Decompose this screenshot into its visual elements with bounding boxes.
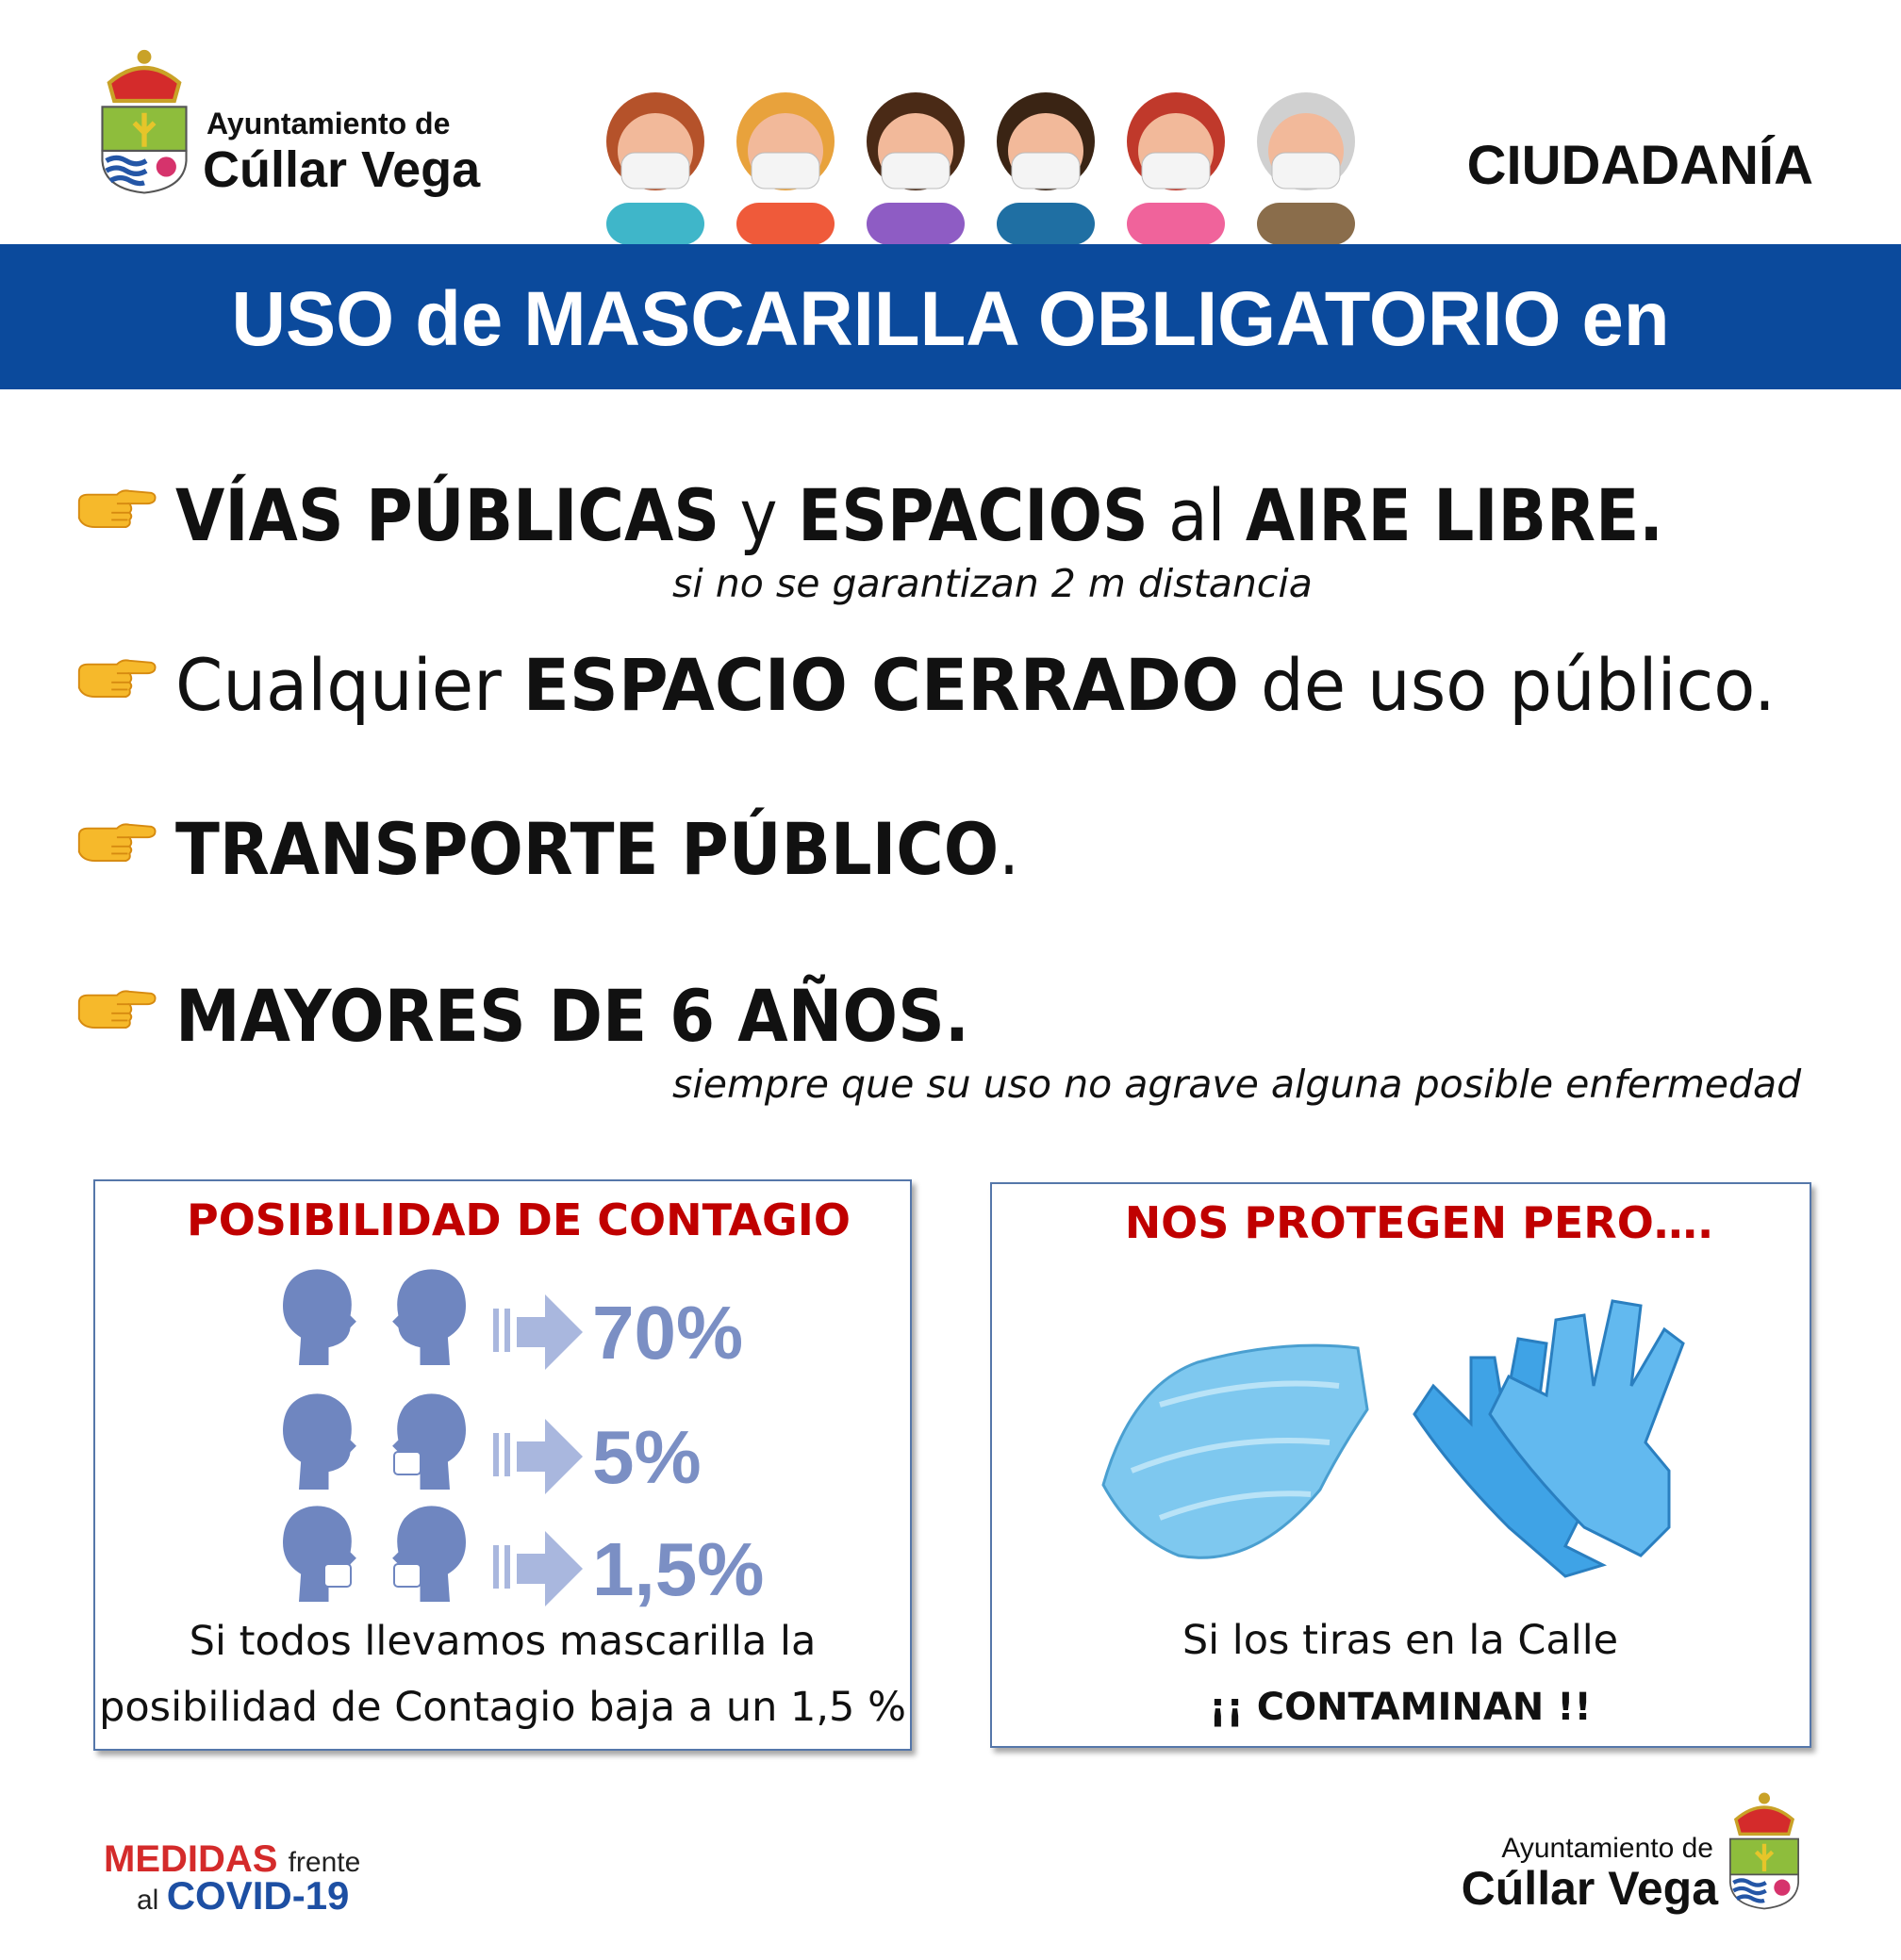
arrow (493, 1419, 583, 1494)
box-title: NOS PROTEGEN PERO…. (1125, 1197, 1714, 1248)
pointing-hand (77, 990, 157, 1029)
gloves-illustration (1413, 1299, 1685, 1578)
rule-line: MAYORES DE 6 AÑOS. (175, 974, 969, 1058)
mask-illustration (1101, 1343, 1369, 1559)
caption-line: Si los tiras en la Calle (1182, 1617, 1618, 1664)
logo-line2: Cúllar Vega (1462, 1862, 1720, 1915)
rule-line: Cualquier ESPACIO CERRADO de uso público… (175, 643, 1776, 727)
rule-line: TRANSPORTE PÚBLICO. (175, 806, 1019, 891)
rule-segment: VÍAS PÚBLICAS (175, 472, 719, 557)
person-mask (620, 152, 690, 189)
rule-list: VÍAS PÚBLICAS y ESPACIOS al AIRE LIBRE.s… (77, 472, 1802, 1107)
covid-line: al COVID-19 (137, 1873, 349, 1918)
box (93, 1179, 912, 1751)
person-mask (1011, 152, 1081, 189)
rule-segment: y (719, 473, 798, 557)
covid-word: COVID-19 (167, 1873, 350, 1918)
rule-segment: . (999, 807, 1019, 891)
logo-line1: Ayuntamiento de (207, 107, 450, 140)
caption-line: Si todos llevamos mascarilla la (190, 1618, 817, 1665)
rule-note: si no se garantizan 2 m distancia (672, 561, 1313, 606)
person-body (1257, 203, 1355, 245)
box-title: POSIBILIDAD DE CONTAGIO (187, 1194, 851, 1245)
contagion-box: POSIBILIDAD DE CONTAGIO 70% 5% 1,5% Si tod… (93, 1179, 912, 1751)
person-body (1127, 203, 1225, 245)
pointing-hand (77, 659, 157, 699)
mask-icon (393, 1563, 422, 1588)
rule-segment: AIRE LIBRE. (1246, 473, 1663, 557)
person-mask (1271, 152, 1341, 189)
contagion-rows: 70% 5% 1,5% (283, 1269, 764, 1611)
rule-segment: al (1149, 473, 1246, 557)
al-word: al (137, 1885, 158, 1916)
person-mask (1141, 152, 1211, 189)
rule-note: siempre que su uso no agrave alguna posi… (672, 1062, 1802, 1107)
mask-icon (323, 1563, 352, 1588)
person-body (997, 203, 1095, 245)
crest (102, 50, 186, 193)
contagion-rate: 1,5% (592, 1527, 764, 1611)
logo-line2: Cúllar Vega (203, 141, 481, 198)
medidas: MEDIDAS frente (104, 1838, 360, 1880)
person-body (867, 203, 965, 245)
pointing-hand (77, 823, 157, 863)
logo-line1: Ayuntamiento de (1501, 1833, 1713, 1864)
person-body (736, 203, 835, 245)
arrow (493, 1531, 583, 1606)
rule-segment: TRANSPORTE PÚBLICO (175, 806, 999, 891)
protect-box: NOS PROTEGEN PERO…. Si los tiras en la C… (990, 1182, 1811, 1748)
caption-line: ¡¡ CONTAMINAN !! (1209, 1686, 1591, 1729)
banner (0, 244, 1901, 389)
rule-line: VÍAS PÚBLICAS y ESPACIOS al AIRE LIBRE. (175, 472, 1663, 557)
medidas-word: MEDIDAS (104, 1838, 277, 1880)
person-mask (881, 152, 950, 189)
pointing-hand (77, 489, 157, 529)
person-body (606, 203, 704, 245)
footer: MEDIDAS frente al COVID-19 Ayuntamiento … (104, 1793, 1798, 1918)
section-label: CIUDADANÍA (1467, 135, 1813, 196)
banner-title: USO de MASCARILLA OBLIGATORIO en (232, 276, 1670, 362)
rule-segment: de uso público. (1239, 643, 1776, 727)
crest (1730, 1793, 1798, 1909)
frente-word: frente (289, 1847, 361, 1878)
rule-segment: ESPACIOS (798, 473, 1149, 557)
contagion-rate: 70% (592, 1291, 743, 1375)
people-illustration (606, 92, 1355, 245)
rule-segment: MAYORES DE 6 AÑOS. (175, 974, 969, 1058)
person-mask (751, 152, 820, 189)
header: Ayuntamiento de Cúllar Vega CIUDADANÍA (102, 50, 1813, 245)
rule-segment: Cualquier (175, 643, 523, 727)
caption-line: posibilidad de Contagio baja a un 1,5 % (99, 1684, 906, 1731)
arrow (493, 1294, 583, 1370)
rule-segment: ESPACIO CERRADO (523, 643, 1239, 727)
contagion-rate: 5% (592, 1415, 702, 1499)
mask-icon (393, 1451, 422, 1475)
